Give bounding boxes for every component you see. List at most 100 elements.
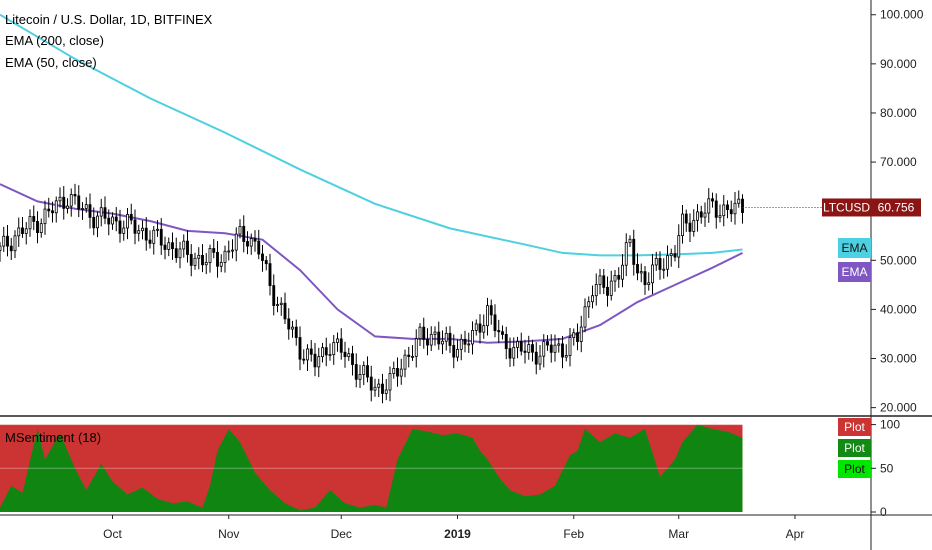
candle-body	[298, 337, 302, 360]
candle-body	[688, 222, 692, 232]
price-tick-label: 90.000	[880, 57, 917, 71]
sentiment-tick-label: 0	[880, 505, 887, 519]
symbol-tag	[822, 198, 871, 217]
candle-body	[336, 338, 339, 343]
candle-body	[354, 364, 358, 380]
candle-body	[257, 240, 261, 255]
price-tick-label: 50.000	[880, 253, 917, 267]
candle-body	[39, 223, 43, 233]
candle-body	[73, 194, 77, 197]
ema-tag	[838, 262, 871, 282]
candle-body	[227, 250, 231, 253]
candle-body	[324, 347, 328, 356]
candle-body	[388, 373, 392, 391]
candle-body	[377, 383, 381, 388]
ema50-line	[0, 183, 743, 344]
candle-body	[186, 240, 189, 255]
candle-body	[321, 347, 324, 358]
plot-tag	[838, 439, 871, 457]
candle-body	[527, 344, 531, 353]
candle-body	[332, 342, 336, 355]
time-tick-label: Apr	[786, 527, 805, 541]
candle-body	[538, 355, 542, 365]
candle-body	[651, 264, 654, 284]
candle-body	[456, 348, 459, 358]
candle-body	[396, 368, 399, 377]
candle-body	[677, 235, 681, 258]
chart-title: Litecoin / U.S. Dollar, 1D, BITFINEX	[5, 12, 213, 27]
candle-body	[107, 217, 111, 225]
candle-body	[122, 227, 126, 234]
candle-body	[28, 216, 32, 230]
candle-body	[84, 204, 88, 209]
candle-body	[444, 332, 448, 342]
candle-body	[594, 284, 598, 297]
candle-body	[583, 306, 587, 328]
candle-body	[486, 305, 489, 327]
candle-body	[369, 376, 373, 391]
candle-body	[144, 227, 148, 241]
candle-body	[223, 250, 227, 263]
candle-body	[681, 213, 684, 237]
candle-body	[208, 248, 212, 263]
candle-body	[493, 314, 497, 331]
candle-body	[66, 205, 69, 209]
candle-body	[591, 295, 594, 303]
candle-body	[572, 332, 576, 338]
candle-body	[699, 211, 703, 218]
candle-body	[13, 235, 17, 252]
candle-body	[291, 326, 294, 330]
candle-body	[238, 225, 242, 235]
ema200-line	[0, 13, 743, 257]
time-tick-label: Dec	[331, 527, 352, 541]
candle-body	[69, 194, 73, 207]
candle-body	[88, 204, 92, 218]
candle-body	[606, 286, 609, 296]
candle-body	[268, 263, 272, 287]
candle-body	[279, 302, 283, 305]
candle-body	[482, 325, 486, 333]
candle-body	[666, 255, 669, 270]
candle-body	[609, 280, 613, 296]
candle-body	[684, 213, 688, 224]
candle-body	[77, 195, 81, 210]
candle-body	[283, 302, 287, 320]
candle-body	[726, 204, 729, 210]
candle-body	[242, 225, 246, 242]
candle-body	[501, 331, 504, 335]
candle-body	[137, 230, 141, 234]
candle-body	[2, 235, 6, 247]
candle-body	[692, 219, 696, 232]
candle-body	[437, 331, 441, 345]
plot-tag-label: Plot	[844, 462, 865, 476]
candle-body	[133, 219, 137, 234]
sentiment-tick-label: 100	[880, 418, 900, 432]
ema-tag-label: EMA	[841, 241, 867, 255]
candle-body	[302, 358, 306, 361]
candle-body	[441, 340, 444, 345]
candle-body	[362, 365, 366, 375]
candle-body	[51, 210, 54, 214]
candle-body	[741, 198, 744, 213]
candle-body	[459, 338, 463, 350]
candle-body	[9, 245, 13, 252]
candle-body	[351, 353, 354, 365]
candle-body	[576, 332, 579, 342]
candle-body	[639, 271, 643, 274]
plot-tag-label: Plot	[844, 420, 865, 434]
price-tick-label: 40.000	[880, 302, 917, 316]
candle-body	[519, 341, 523, 352]
candle-body	[62, 196, 66, 209]
candle-body	[174, 248, 178, 259]
candle-body	[309, 348, 313, 355]
candle-body	[628, 238, 632, 244]
candle-body	[433, 331, 437, 335]
candle-body	[216, 251, 219, 267]
candle-body	[58, 196, 62, 202]
candle-body	[159, 228, 163, 246]
candle-body	[392, 368, 396, 374]
candle-body	[276, 304, 279, 306]
candle-body	[317, 356, 321, 368]
candle-body	[231, 249, 234, 252]
candle-body	[118, 220, 122, 234]
